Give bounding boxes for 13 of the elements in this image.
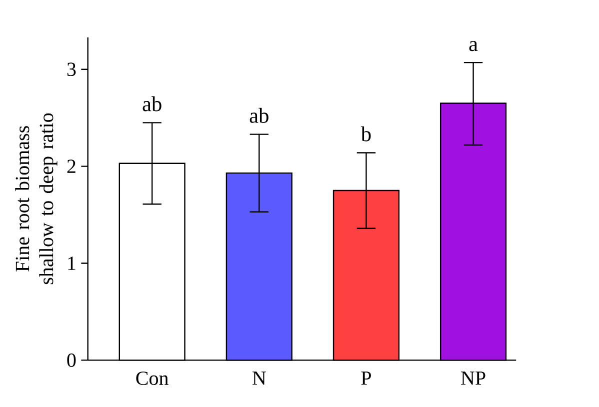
y-tick-label: 0 — [67, 353, 76, 367]
y-tick-label: 2 — [67, 160, 76, 173]
x-tick-label: N — [252, 372, 266, 385]
annotation: ab — [250, 108, 268, 123]
annotation: ab — [142, 96, 162, 112]
y-axis-title: Fine root biomass shallow to deep ratio — [15, 113, 58, 284]
x-tick-label: P — [361, 372, 371, 385]
annotation: b — [360, 126, 371, 142]
x-tick-label: Con — [136, 372, 168, 386]
annotation: a — [469, 40, 478, 52]
x-tick-label: NP — [461, 372, 486, 385]
y-tick-label: 1 — [68, 256, 76, 270]
y-tick-label: 3 — [67, 62, 76, 76]
